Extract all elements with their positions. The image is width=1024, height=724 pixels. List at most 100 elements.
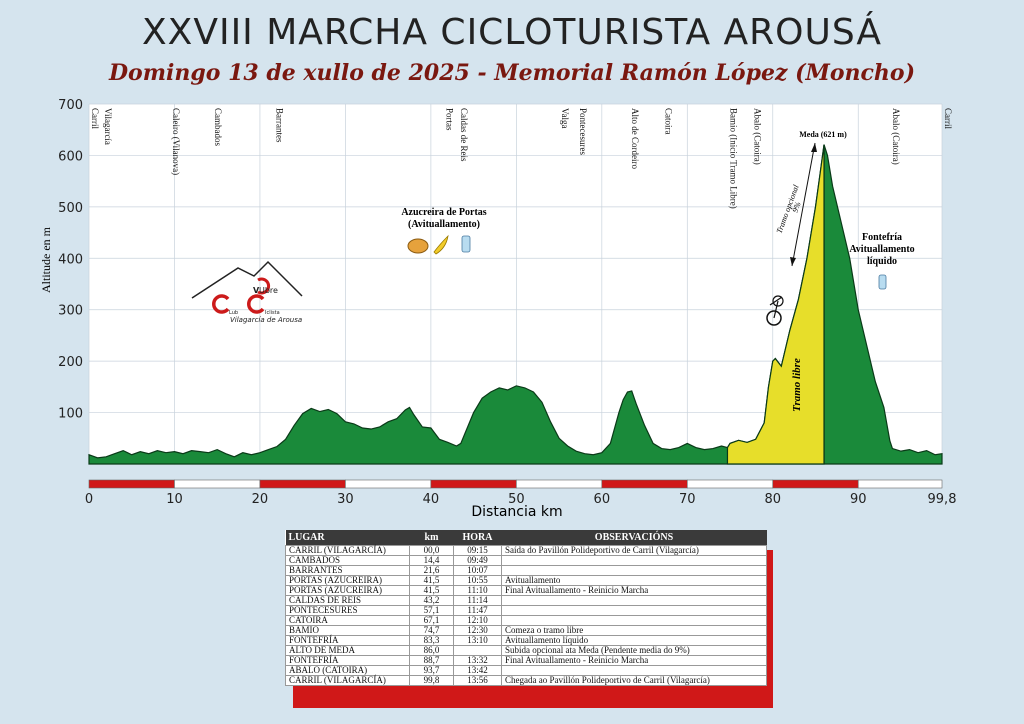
- cell-km: 41,5: [409, 585, 454, 596]
- cell-hora: 10:07: [453, 565, 502, 576]
- table-row: CALDAS DE REIS 43,2 11:14: [285, 595, 767, 606]
- cell-lugar: CARRIL (VILAGARCÍA): [285, 675, 410, 686]
- fontefria-sublabel: Avituallamento: [849, 244, 914, 255]
- cell-observacions: [501, 565, 767, 576]
- azucreira-sublabel: (Avituallamento): [408, 219, 480, 230]
- y-axis: 100 200 300 400 500 600 700: [58, 98, 83, 422]
- cell-km: 21,6: [409, 565, 454, 576]
- place-label: Pontecesures: [578, 108, 588, 155]
- place-label: Vilagarcía: [103, 108, 113, 145]
- x-tick-label: 90: [850, 492, 867, 507]
- schedule-table: LUGAR km HORA OBSERVACIÓNS CARRIL (VILAG…: [285, 530, 767, 686]
- bread-icon: [407, 238, 429, 254]
- place-label: Caleiro (Vilanova): [171, 108, 181, 175]
- place-label: Abalo (Catoira): [752, 108, 762, 165]
- table-row: ABALO (CATOIRA) 93,7 13:42: [285, 665, 767, 676]
- scale-segment: [259, 479, 346, 489]
- cell-km: 93,7: [409, 665, 454, 676]
- table-row: PONTECESURES 57,1 11:47: [285, 605, 767, 616]
- cell-hora: 13:42: [453, 665, 502, 676]
- cell-km: 00,0: [409, 545, 454, 556]
- table-row: ALTO DE MEDA 86,0 Subida opcional ata Meda…: [285, 645, 767, 656]
- water-bottle-icon: [461, 235, 471, 253]
- scale-segment: [686, 479, 774, 489]
- cell-hora: 11:47: [453, 605, 502, 616]
- cell-km: 86,0: [409, 645, 454, 656]
- place-label: Valga: [560, 108, 570, 129]
- cell-observacions: Chegada ao Pavillón Polideportivo de Car…: [501, 675, 767, 686]
- club-logo: V Ubre Lub Iclista Vilagarcía de Arousa: [191, 260, 303, 324]
- place-label: Catoira: [664, 108, 674, 135]
- table-row: PORTAS (AZUCREIRA) 41,5 10:55 Avituallament…: [285, 575, 767, 586]
- table-row: CAMBADOS 14,4 09:49: [285, 555, 767, 566]
- cell-hora: 13:10: [453, 635, 502, 646]
- cell-km: 74,7: [409, 625, 454, 636]
- cell-lugar: ABALO (CATOIRA): [285, 665, 410, 676]
- y-tick-label: 100: [58, 407, 83, 422]
- x-tick-label: 70: [679, 492, 696, 507]
- grid: [88, 103, 943, 464]
- scale-segment: [857, 479, 943, 489]
- y-tick-label: 300: [58, 304, 83, 319]
- svg-text:Lub: Lub: [229, 310, 238, 316]
- table-row: CARRIL (VILAGARCÍA) 99,8 13:56 Chegada ao P…: [285, 675, 767, 686]
- col-lugar: LUGAR: [285, 530, 410, 546]
- cell-hora: 09:49: [453, 555, 502, 566]
- x-tick-label: 80: [764, 492, 781, 507]
- cell-lugar: ALTO DE MEDA: [285, 645, 410, 656]
- y-tick-label: 700: [58, 98, 83, 113]
- place-label: Bamio (Inicio Tramo Libre): [728, 108, 738, 209]
- place-label: Caldas de Reis: [459, 108, 469, 162]
- x-tick-label: 99,8: [928, 492, 957, 507]
- cell-hora: 12:30: [453, 625, 502, 636]
- y-tick-label: 200: [58, 355, 83, 370]
- cell-observacions: Final Avituallamento - Reinicio Marcha: [501, 655, 767, 666]
- banana-icon: [433, 234, 449, 255]
- y-tick-label: 400: [58, 252, 83, 267]
- x-tick-label: 10: [166, 492, 183, 507]
- cell-lugar: CALDAS DE REIS: [285, 595, 410, 606]
- cell-km: 88,7: [409, 655, 454, 666]
- cell-observacions: Subida opcional ata Meda (Pendente media…: [501, 645, 767, 656]
- scale-segment: [345, 479, 432, 489]
- schedule-table-wrap: LUGAR km HORA OBSERVACIÓNS CARRIL (VILAG…: [285, 530, 773, 708]
- svg-text:Vilagarcía de Arousa: Vilagarcía de Arousa: [230, 316, 302, 324]
- cell-lugar: BAMIO: [285, 625, 410, 636]
- table-row: CARRIL (VILAGARCÍA) 00,0 09:15 Saída do Pav…: [285, 545, 767, 556]
- arrow-head-top: [811, 143, 817, 152]
- cell-hora: 12:10: [453, 615, 502, 626]
- fontefria-label: Fontefría: [862, 232, 902, 243]
- table-header-row: LUGAR km HORA OBSERVACIÓNS: [285, 530, 767, 546]
- arrow-head-bottom: [790, 257, 796, 266]
- cell-lugar: FONTEFRÍA: [285, 655, 410, 666]
- cell-observacions: Comeza o tramo libre: [501, 625, 767, 636]
- avituallamento-food-icons: [407, 234, 471, 255]
- cell-hora: 11:10: [453, 585, 502, 596]
- svg-text:Ubre: Ubre: [259, 286, 278, 295]
- page-title: XXVIII MARCHA CICLOTURISTA AROUSÁ: [142, 12, 882, 53]
- x-tick-label: 30: [337, 492, 354, 507]
- bicycle-icon: [766, 295, 784, 326]
- cell-km: 41,5: [409, 575, 454, 586]
- cell-hora: 13:56: [453, 675, 502, 686]
- cell-observacions: [501, 615, 767, 626]
- cell-km: 14,4: [409, 555, 454, 566]
- x-tick-label: 20: [252, 492, 269, 507]
- tramo-libre-label: Tramo libre: [791, 358, 803, 412]
- cell-lugar: BARRANTES: [285, 565, 410, 576]
- water-bottle-icon: [878, 274, 887, 290]
- cell-lugar: PORTAS (AZUCREIRA): [285, 585, 410, 596]
- table-row: BARRANTES 21,6 10:07: [285, 565, 767, 576]
- cell-km: 83,3: [409, 635, 454, 646]
- cell-observacions: [501, 605, 767, 616]
- cell-observacions: [501, 665, 767, 676]
- x-tick-label: 60: [594, 492, 611, 507]
- scale-segment: [430, 479, 517, 489]
- place-label: Portas: [445, 108, 455, 131]
- cell-lugar: CAMBADOS: [285, 555, 410, 566]
- x-axis: 0 10 20 30 40 50 60 70 80 90 99,8: [85, 492, 957, 507]
- profile-layer: [88, 144, 943, 465]
- cell-hora: 11:14: [453, 595, 502, 606]
- scale-segment: [516, 479, 603, 489]
